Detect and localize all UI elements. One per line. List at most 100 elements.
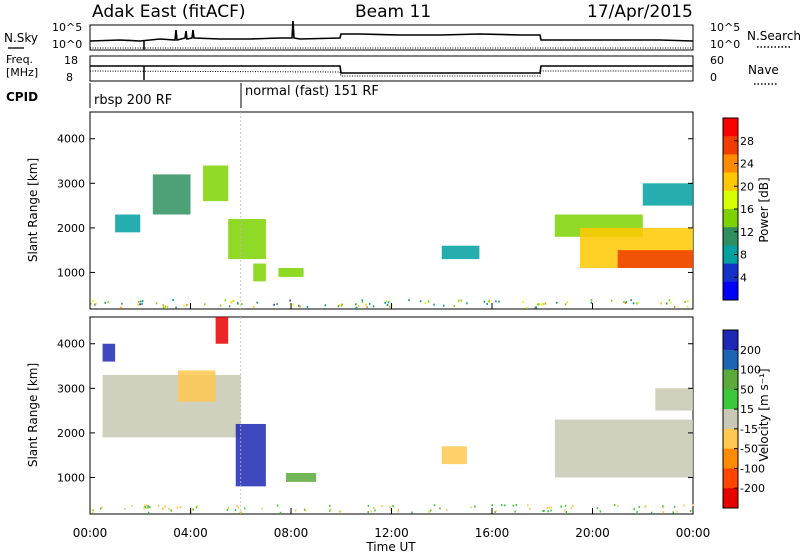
ground-speckle xyxy=(486,302,488,305)
ground-speckle xyxy=(139,303,141,306)
ground-speckle xyxy=(279,511,282,514)
ground-speckle xyxy=(120,306,122,309)
colorbar-segment xyxy=(723,369,738,390)
ground-speckle xyxy=(366,306,368,309)
ground-speckle xyxy=(529,507,531,510)
colorbar-tick-label: 24 xyxy=(740,158,754,171)
ground-speckle xyxy=(570,507,573,510)
ground-speckle xyxy=(683,504,685,507)
velocity-colorbar: 200 100 50 15 -15 -50 -100 -200 Velocity [m s⁻¹… xyxy=(722,329,771,509)
y-tick-label: 4000 xyxy=(57,338,85,351)
ground-speckle xyxy=(370,510,372,513)
ground-speckle xyxy=(689,510,692,513)
ground-speckle xyxy=(563,509,566,512)
ground-speckle xyxy=(179,506,182,509)
colorbar-tick-label: -100 xyxy=(740,462,765,475)
ground-speckle xyxy=(237,506,240,509)
ground-speckle xyxy=(512,504,515,507)
ground-speckle xyxy=(662,511,664,514)
ground-speckle xyxy=(389,508,392,511)
power-y-ticks: 1000 2000 3000 4000 xyxy=(57,133,693,279)
velocity-panel: 1000 2000 3000 4000 Slant Range [km] 200 100… xyxy=(26,316,771,515)
ground-speckle xyxy=(564,504,567,507)
nsky-tick-top: 10^5 xyxy=(52,21,82,34)
ground-speckle xyxy=(306,306,309,309)
freq-panel: Freq. [MHz] 18 8 60 0 Nave xyxy=(6,53,779,85)
x-axis-label: Time UT xyxy=(365,540,416,554)
ground-speckle xyxy=(121,302,123,305)
ground-speckle xyxy=(488,299,491,302)
ground-speckle xyxy=(494,510,496,513)
colorbar-frame xyxy=(722,329,739,509)
cpid-bar: CPID rbsp 200 RF normal (fast) 151 RF xyxy=(6,83,379,108)
ground-speckle xyxy=(186,303,188,306)
ground-speckle xyxy=(501,504,503,507)
ground-speckle xyxy=(298,304,300,307)
colorbar-segment xyxy=(723,227,738,246)
ground-speckle xyxy=(361,299,364,302)
colorbar-segment xyxy=(723,448,738,469)
ground-speckle xyxy=(488,300,490,303)
colorbar-tick-label: 16 xyxy=(740,203,754,216)
ground-speckle xyxy=(564,303,567,306)
ground-speckle xyxy=(231,300,234,303)
nsky-panel: N.Sky 10^5 10^0 10^5 10^0 N.Search xyxy=(4,20,800,51)
colorbar-segment xyxy=(723,488,738,509)
ground-speckle xyxy=(546,507,549,510)
freq-tick-top: 18 xyxy=(64,54,78,67)
ground-speckle xyxy=(162,306,165,309)
ground-speckle xyxy=(141,302,143,305)
colorbar-segment xyxy=(723,409,738,430)
ground-speckle xyxy=(542,303,545,306)
heatmap-region-4 xyxy=(253,263,266,282)
ground-speckle xyxy=(374,509,376,512)
cpid-segment-1: rbsp 200 RF xyxy=(94,93,172,108)
colorbar-tick-label: -15 xyxy=(740,423,758,436)
x-axis: 00:00 04:00 08:00 12:00 16:00 20:00 00:00 xyxy=(73,303,710,540)
ground-speckle xyxy=(419,300,422,303)
ground-speckle xyxy=(522,301,524,304)
velocity-y-ticks: 1000 2000 3000 4000 xyxy=(57,338,693,484)
ground-speckle xyxy=(676,510,678,513)
colorbar-tick-label: 20 xyxy=(740,180,754,193)
ground-speckle xyxy=(244,507,246,510)
ground-speckle xyxy=(139,300,142,303)
colorbar-tick-label: -200 xyxy=(740,482,765,495)
ground-speckle xyxy=(515,504,518,507)
heatmap-region-5 xyxy=(278,267,304,277)
ground-speckle xyxy=(137,303,139,306)
ground-speckle xyxy=(662,506,665,509)
ground-speckle xyxy=(183,304,185,307)
ground-speckle xyxy=(625,300,628,303)
ground-speckle xyxy=(329,504,331,507)
ground-speckle xyxy=(143,504,146,507)
ground-speckle xyxy=(466,302,468,305)
nave-label: Nave xyxy=(748,63,779,77)
ground-speckle xyxy=(164,505,167,508)
ground-speckle xyxy=(527,504,529,507)
heatmap-region-10 xyxy=(642,183,693,206)
ground-speckle xyxy=(684,300,686,303)
ground-speckle xyxy=(638,505,641,508)
y-tick-label: 1000 xyxy=(57,471,85,484)
ground-speckle xyxy=(443,304,445,307)
ground-speckle xyxy=(107,301,109,304)
ground-speckle xyxy=(613,504,616,507)
ground-speckle xyxy=(424,302,427,305)
ground-speckle xyxy=(91,508,94,511)
ground-speckle xyxy=(143,507,145,510)
ground-speckle xyxy=(339,510,342,513)
heatmap-region-7 xyxy=(554,419,693,478)
freq-label-1: Freq. xyxy=(6,53,33,66)
ground-speckle xyxy=(495,300,497,303)
heatmap-region-2 xyxy=(203,165,229,202)
freq-label-2: [MHz] xyxy=(6,66,38,79)
ground-speckle xyxy=(172,299,174,302)
ground-speckle xyxy=(668,299,671,302)
ground-speckle xyxy=(355,303,357,306)
ground-speckle xyxy=(289,299,291,302)
ground-speckle xyxy=(548,506,550,509)
heatmap-region-3 xyxy=(215,317,229,344)
y-tick-label: 3000 xyxy=(57,382,85,395)
ground-speckle xyxy=(100,506,103,509)
